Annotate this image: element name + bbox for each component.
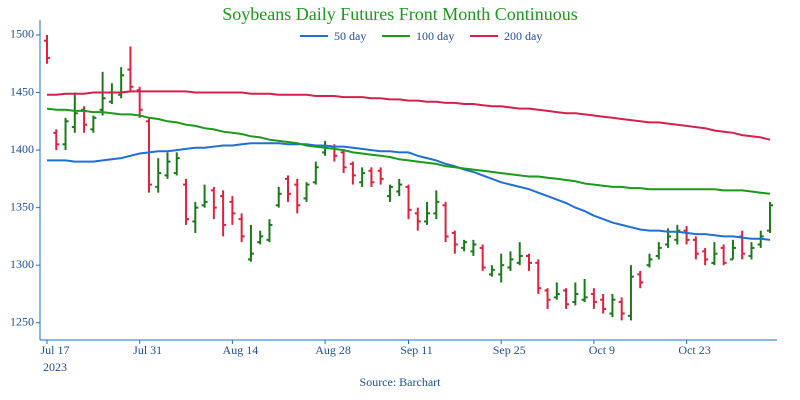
x-tick-label: Oct 9 xyxy=(589,343,615,357)
ma-line xyxy=(47,90,771,141)
y-tick-label: 1450 xyxy=(10,84,34,98)
x-tick-label: Sep 11 xyxy=(400,343,433,357)
legend-label: 50 day xyxy=(334,29,366,43)
chart-title: Soybeans Daily Futures Front Month Conti… xyxy=(222,4,578,24)
x-tick-label: Jul 17 xyxy=(40,343,69,357)
x-year-label: 2023 xyxy=(43,360,67,374)
x-tick-label: Sep 25 xyxy=(493,343,526,357)
x-tick-label: Aug 14 xyxy=(223,343,259,357)
ma-line xyxy=(46,107,771,195)
source-note: Source: Barchart xyxy=(360,375,442,389)
ma-line xyxy=(47,142,771,241)
legend-label: 100 day xyxy=(416,29,454,43)
legend-label: 200 day xyxy=(504,29,542,43)
y-tick-label: 1500 xyxy=(10,27,34,41)
y-tick-label: 1350 xyxy=(10,199,34,213)
y-tick-label: 1400 xyxy=(10,142,34,156)
y-tick-label: 1300 xyxy=(10,257,34,271)
y-tick-label: 1250 xyxy=(10,314,34,328)
x-tick-label: Aug 28 xyxy=(315,343,351,357)
x-tick-label: Jul 31 xyxy=(133,343,162,357)
x-tick-label: Oct 23 xyxy=(678,343,710,357)
